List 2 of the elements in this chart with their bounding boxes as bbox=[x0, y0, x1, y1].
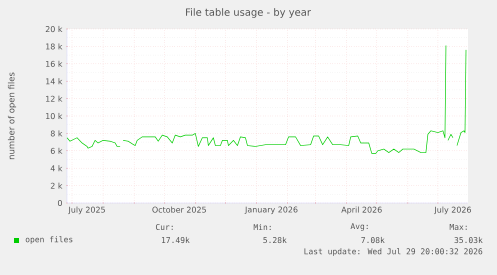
chart-title: File table usage - by year bbox=[186, 8, 311, 18]
y-axis-title: number of open files bbox=[8, 72, 16, 160]
